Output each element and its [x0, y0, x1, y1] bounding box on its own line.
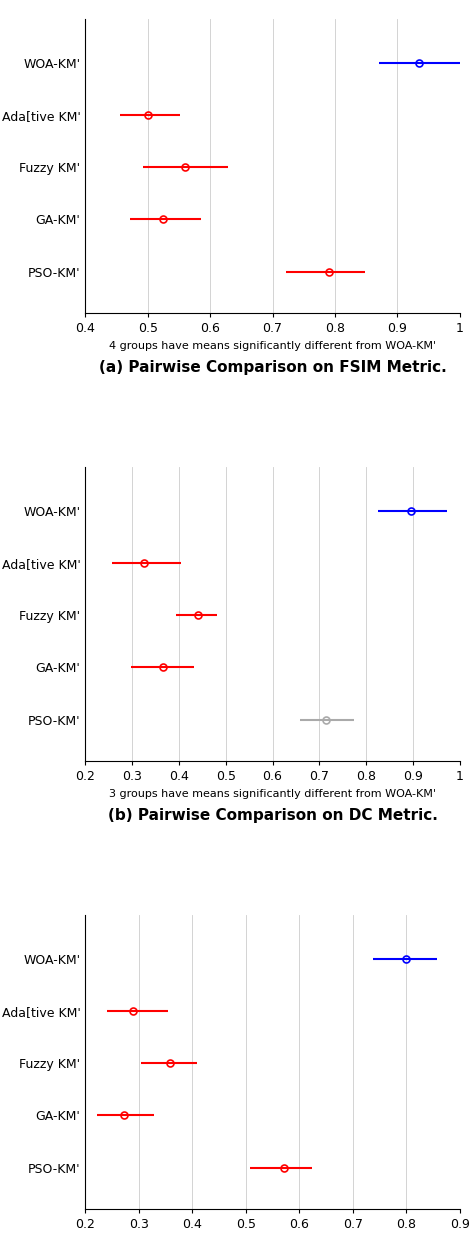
Text: (a) Pairwise Comparison on FSIM Metric.: (a) Pairwise Comparison on FSIM Metric.	[99, 360, 447, 375]
X-axis label: 3 groups have means significantly different from WOA-KM': 3 groups have means significantly differ…	[109, 789, 436, 798]
Text: (b) Pairwise Comparison on DC Metric.: (b) Pairwise Comparison on DC Metric.	[108, 808, 438, 823]
X-axis label: 4 groups have means significantly different from WOA-KM': 4 groups have means significantly differ…	[109, 341, 436, 350]
